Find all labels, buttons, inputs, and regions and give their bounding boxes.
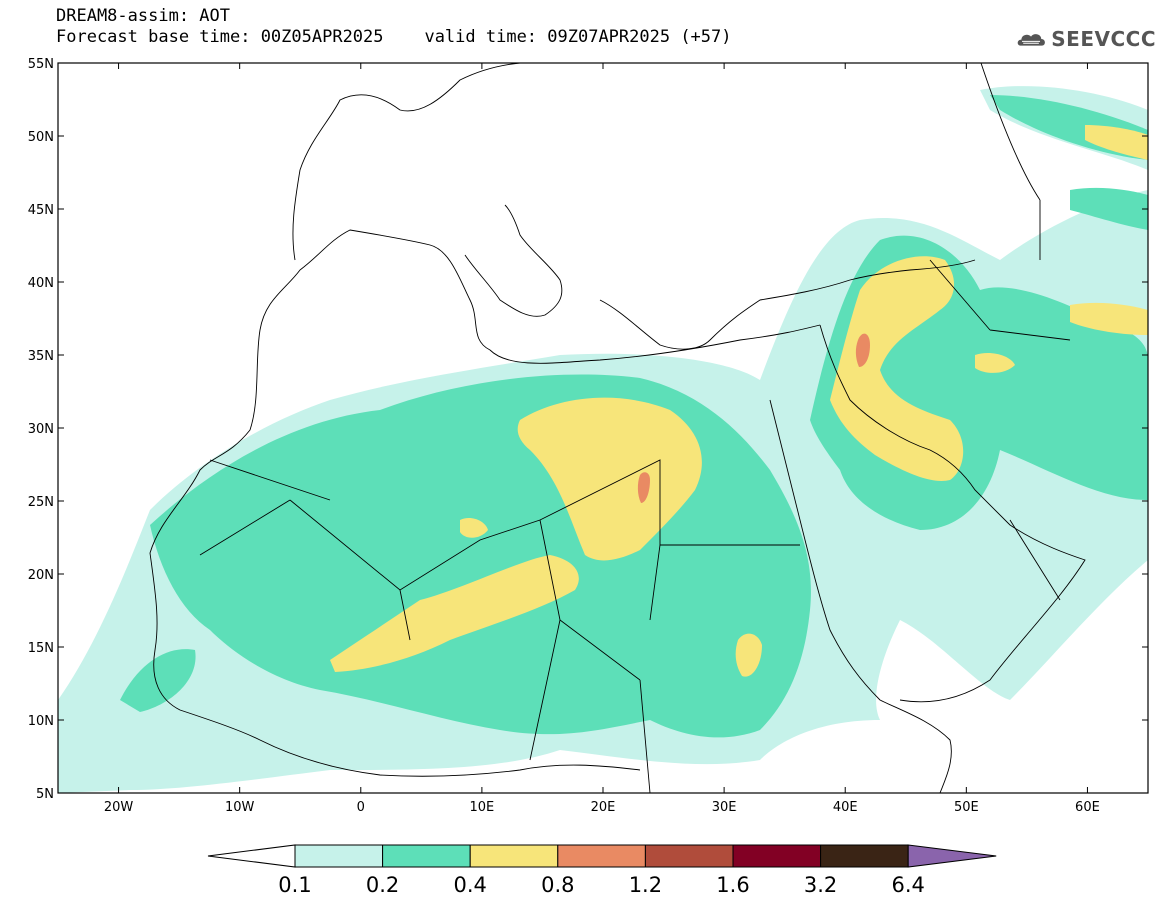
forecast-time-subtitle: Forecast base time: 00Z05APR2025 valid t… <box>56 27 732 47</box>
longitude-axis: 20W 10W 0 10E 20E 30E 40E 50E 60E <box>104 63 1100 815</box>
colorbar-label: 1.6 <box>716 873 750 897</box>
lon-tick-label: 50E <box>954 800 979 815</box>
lat-tick-label: 45N <box>28 203 54 218</box>
map-title: DREAM8-assim: AOT <box>56 6 230 26</box>
lat-tick-label: 55N <box>28 57 54 72</box>
lon-tick-label: 10E <box>470 800 495 815</box>
map-plot-area <box>58 63 1148 793</box>
colorbar-label: 0.2 <box>365 873 400 897</box>
colorbar-upper-arrow <box>907 844 997 868</box>
lat-tick-label: 10N <box>28 714 54 729</box>
aot-colorbar <box>207 844 997 868</box>
lat-tick-label: 50N <box>28 130 54 145</box>
lat-tick-label: 25N <box>28 495 54 510</box>
colorbar-segment <box>382 844 471 868</box>
lat-tick-label: 15N <box>28 641 54 656</box>
lon-tick-label: 0 <box>357 800 365 815</box>
logo-text: SEEVCCC <box>1051 27 1156 51</box>
colorbar-segment <box>469 844 559 868</box>
lat-tick-label: 5N <box>36 787 54 802</box>
lat-tick-label: 20N <box>28 568 54 583</box>
seevccc-logo: SEEVCCC <box>1016 22 1156 56</box>
colorbar-label: 6.4 <box>891 873 925 897</box>
lon-tick-label: 10W <box>225 800 255 815</box>
lat-tick-label: 40N <box>28 276 54 291</box>
coastlines-borders <box>149 63 1086 793</box>
colorbar-segment <box>557 844 646 868</box>
lon-tick-label: 20W <box>104 800 134 815</box>
colorbar-label: 1.2 <box>628 873 663 897</box>
lon-tick-label: 40E <box>833 800 858 815</box>
lon-tick-label: 30E <box>712 800 737 815</box>
colorbar-segment <box>732 844 822 868</box>
lon-tick-label: 60E <box>1075 800 1100 815</box>
aot-band-0.4 <box>330 125 1148 677</box>
lat-tick-label: 30N <box>28 422 54 437</box>
lat-tick-label: 35N <box>28 349 54 364</box>
cloud-icon <box>1017 34 1045 46</box>
colorbar-label: 3.2 <box>803 873 838 897</box>
colorbar-label: 0.1 <box>278 873 312 897</box>
latitude-axis: 55N 50N 45N 40N 35N 30N 25N 20N 15N 10N 5N <box>28 57 1148 802</box>
colorbar-lower-arrow <box>207 844 296 868</box>
colorbar-segment <box>820 844 909 868</box>
colorbar-label: 0.8 <box>541 873 575 897</box>
lon-tick-label: 20E <box>591 800 616 815</box>
colorbar-segment <box>294 844 384 868</box>
colorbar-label: 0.4 <box>453 873 487 897</box>
aot-band-0.8 <box>637 333 870 503</box>
colorbar-segment <box>644 844 734 868</box>
